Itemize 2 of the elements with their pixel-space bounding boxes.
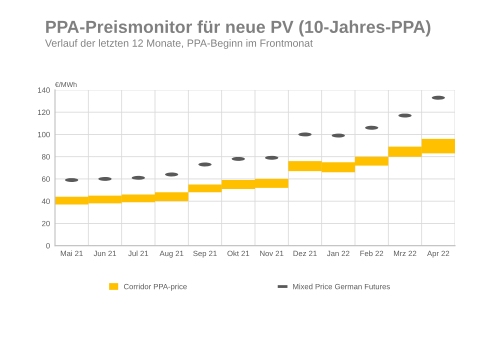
chart-subtitle: Verlauf der letzten 12 Monate, PPA-Beginn im Frontmonat <box>45 39 313 49</box>
chart-title: PPA-Preismonitor für neue PV (10-Jahres-PPA) <box>46 20 430 36</box>
